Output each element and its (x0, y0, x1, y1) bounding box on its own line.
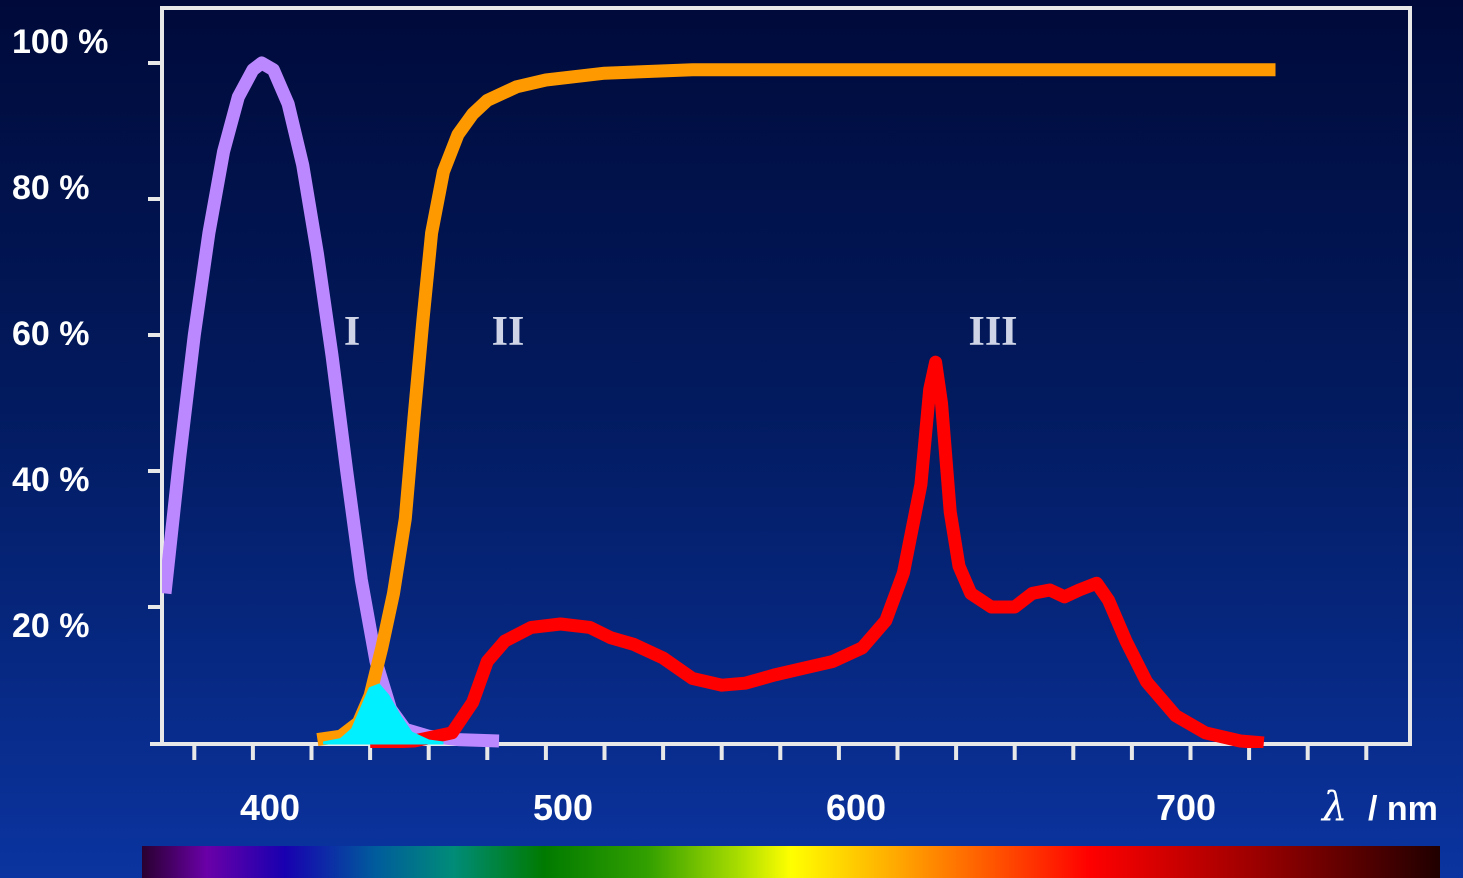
x-tick-label-700: 700 (1156, 787, 1216, 828)
x-axis-tick-marks (192, 744, 1369, 760)
x-tick-label-400: 400 (240, 787, 300, 828)
y-tick-label-60: 60 % (12, 315, 90, 353)
curve-III (369, 355, 1265, 748)
y-tick-label-100: 100 % (12, 23, 108, 61)
curve-II (316, 63, 1276, 747)
y-tick-label-80: 80 % (12, 169, 90, 207)
cyan-overlap-area (322, 683, 444, 745)
x-axis-unit-label: / nm (1368, 790, 1438, 828)
x-tick-label-600: 600 (826, 787, 886, 828)
y-tick-label-20: 20 % (12, 607, 90, 645)
curve-label-II: II (492, 309, 525, 355)
y-tick-label-40: 40 % (12, 461, 90, 499)
x-tick-label-500: 500 (533, 787, 593, 828)
x-axis-lambda-symbol: λ (1320, 784, 1347, 830)
visible-spectrum-bar (142, 846, 1440, 878)
plot-frame (160, 6, 1412, 746)
curve-label-III: III (968, 309, 1017, 355)
curve-label-I: I (344, 309, 360, 355)
chart-curves (162, 56, 1276, 748)
